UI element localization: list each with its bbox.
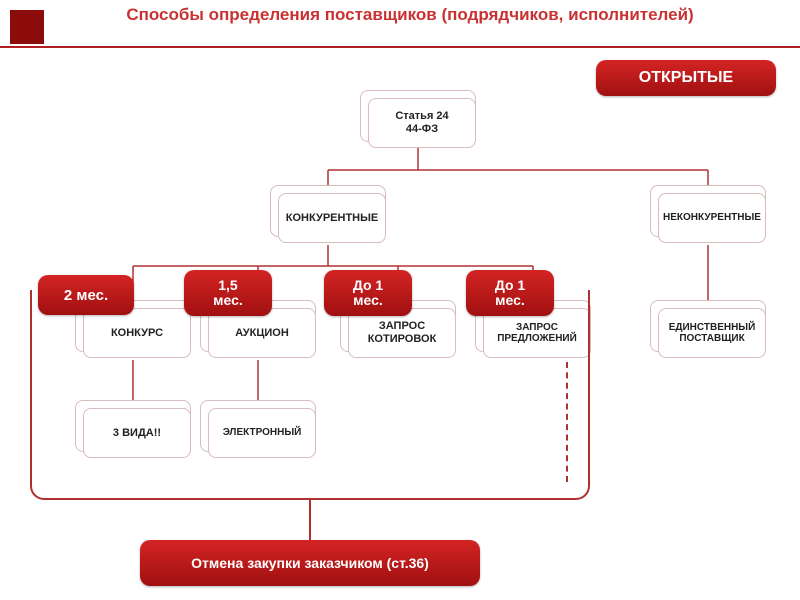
cancel-pill: Отмена закупки заказчиком (ст.36) [140, 540, 480, 586]
node-competitive: КОНКУРЕНТНЫЕ [270, 185, 394, 245]
node-edinstvennyj: ЕДИНСТВЕННЫЙ ПОСТАВЩИК [650, 300, 774, 360]
bracket [30, 290, 590, 500]
bracket-stem [309, 500, 311, 540]
node-noncompetitive: НЕКОНКУРЕНТНЫЕ [650, 185, 774, 245]
title-accent-block [10, 10, 44, 44]
node-root: Статья 24 44-ФЗ [360, 90, 484, 150]
page-title: Способы определения поставщиков (подрядч… [60, 5, 760, 25]
title-bar: Способы определения поставщиков (подрядч… [0, 0, 800, 48]
open-badge: ОТКРЫТЫЕ [596, 60, 776, 96]
